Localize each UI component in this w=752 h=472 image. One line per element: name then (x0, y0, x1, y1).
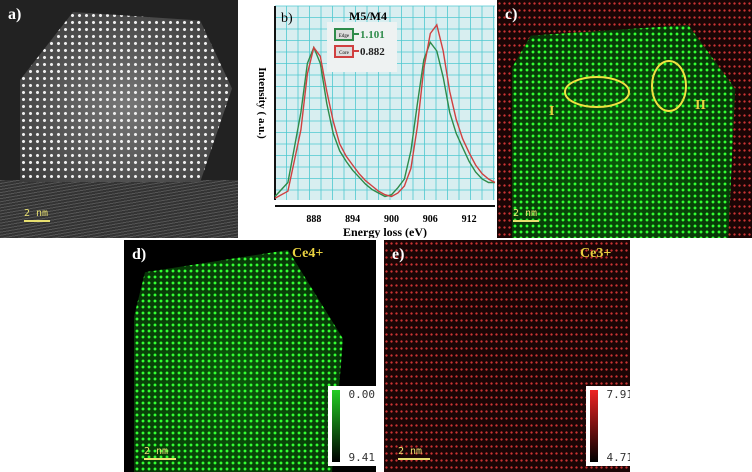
scale-bar: 2 nm (398, 446, 430, 460)
panel-label: b) (281, 11, 293, 26)
legend-ratio: 0.882 (360, 46, 385, 58)
region-ii-label: II (695, 98, 706, 113)
substrate (0, 180, 238, 238)
series-line-edge (274, 40, 495, 198)
ion-label: Ce3+ (580, 246, 612, 261)
panel-label: a) (8, 6, 22, 23)
panel-b-eels-chart: 888 894 900 906 912 Energy loss (eV) Intensity… (245, 0, 497, 238)
ion-label: Ce4+ (292, 246, 324, 261)
x-tick-label: 906 (423, 214, 438, 225)
scale-bar: 2 nm (144, 446, 176, 460)
nanoparticle (20, 12, 232, 182)
y-axis-label: Intensity ( a.u.) (256, 67, 268, 139)
scale-bar: 2 nm (513, 208, 539, 222)
panel-e-ce3-map: e) Ce3+ 7.91 4.71 2 nm (384, 240, 630, 472)
region-i-label: I (549, 104, 555, 119)
ce4-signal (134, 250, 343, 472)
ce4-signal (512, 25, 736, 238)
region-i-ellipse (564, 76, 630, 108)
region-ii-ellipse (651, 60, 687, 112)
panel-d-ce4-map: d) Ce4+ 0.00 9.41 2 nm (124, 240, 376, 472)
scale-bar: 2 nm (24, 208, 50, 222)
panel-a-haadf-image: a) 2 nm (0, 0, 238, 238)
panel-label: c) (505, 6, 518, 23)
x-tick-label: 912 (462, 214, 477, 225)
x-tick-label: 894 (345, 214, 360, 225)
x-tick-label: 900 (384, 214, 399, 225)
chart-title: M5/M4 (349, 9, 387, 23)
legend-entry: Core (339, 51, 350, 56)
colorbar: 0.00 9.41 (328, 386, 376, 466)
panel-c-overlay-map: c) I II 2 nm (497, 0, 752, 238)
region-markers (564, 60, 687, 112)
series-line-core (274, 23, 496, 199)
panel-label: d) (132, 246, 147, 263)
x-axis-label: Energy loss (eV) (343, 225, 427, 238)
x-tick-label: 888 (306, 214, 321, 225)
eels-chart-svg: 888 894 900 906 912 Energy loss (eV) Intensity… (256, 5, 496, 238)
colorbar: 7.91 4.71 (586, 386, 630, 466)
legend-entry: Edge (339, 34, 350, 39)
legend-ratio: 1.101 (360, 29, 385, 41)
panel-label: e) (392, 246, 405, 263)
